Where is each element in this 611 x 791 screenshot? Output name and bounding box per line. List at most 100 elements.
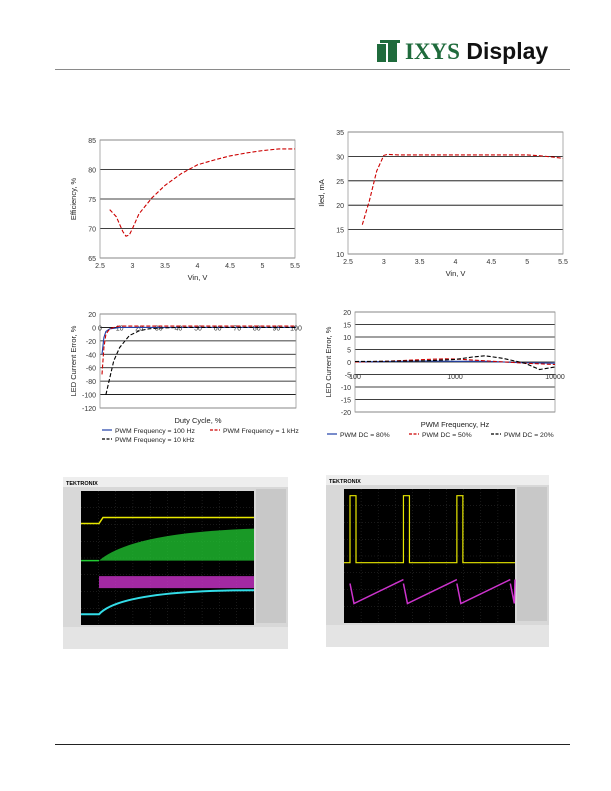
x-tick-label: 80 [253,325,261,332]
x-tick-label: 3.5 [415,259,425,266]
scope-trace [344,495,515,564]
x-tick-label: 70 [233,325,241,332]
legend-label: PWM DC = 50% [422,432,472,439]
scope-brand: TEKTRONIX [329,479,361,485]
scope-trace [99,576,254,589]
header-rule [55,69,570,70]
y-tick-label: -15 [341,398,351,405]
x-tick-label: 40 [175,325,183,332]
series-line [101,326,296,355]
legend-label: PWM Frequency = 100 Hz [115,428,195,435]
logo-brand: IXYS [405,39,460,64]
y-tick-label: 35 [336,130,344,137]
x-axis-label: PWM Frequency, Hz [421,420,490,429]
y-tick-label: 0 [92,325,96,332]
y-tick-label: 20 [336,203,344,210]
y-tick-label: 10 [336,252,344,259]
y-tick-label: -20 [86,339,96,346]
y-tick-label: 80 [88,168,96,175]
legend-label: PWM DC = 20% [504,432,554,439]
x-tick-label: 100 [349,374,361,381]
logo-product: Display [466,38,549,64]
series-line [101,325,296,375]
y-axis-label: Iled, mA [318,179,326,207]
efficiency-chart: 85 80 75 70 65 2.5 3 3.5 4 4.5 5 5.5 Vin, V Efficienc… [62,132,307,292]
duty-cycle-error-chart: 20 0 -20 -40 -60 -80 -100 -120 0 10 20 30 40 50 60 70 80… [60,306,305,456]
chart-svg: 35 30 25 20 15 102.5 3 3.5 4 4.5 5 5.5 Vin, V Iled, m… [318,130,568,278]
x-tick-label: 3 [382,259,386,266]
y-tick-label: -40 [86,352,96,359]
x-axis-label: Duty Cycle, % [174,416,221,425]
x-tick-label: 5.5 [290,263,300,270]
x-tick-label: 2.5 [343,259,353,266]
plot-frame [99,139,296,259]
company-logo: IXYS Display [377,38,569,68]
scope-trace [81,516,254,525]
legend-label: PWM DC = 80% [340,432,390,439]
y-tick-label: 20 [88,312,96,319]
scope-titlebar [326,475,549,485]
y-tick-label: 30 [336,154,344,161]
y-tick-label: 75 [88,197,96,204]
y-tick-label: 25 [336,179,344,186]
legend-label: PWM Frequency = 1 kHz [223,428,299,435]
scope-svg: TEKTRONIX [326,475,549,647]
scope-trace [81,589,255,616]
scope-svg: TEKTRONIX [63,477,288,649]
legend-label: PWM Frequency = 10 kHz [115,437,195,444]
x-tick-label: 1000 [447,374,463,381]
scope-titlebar [63,477,288,487]
oscilloscope-capture-pwm: TEKTRONIX [326,475,549,647]
chart-svg: 85 80 75 70 652.5 3 3.5 4 4.5 5 5.5 Vin, V Efficienc… [69,138,300,282]
x-tick-label: 2.5 [95,263,105,270]
y-tick-label: 70 [88,227,96,234]
led-current-chart: 35 30 25 20 15 10 2.5 3 3.5 4 4.5 5 5.5 Vin, V Iled, m… [318,126,568,292]
x-tick-label: 60 [214,325,222,332]
x-tick-label: 50 [194,325,202,332]
y-tick-label: 15 [336,228,344,235]
x-tick-label: 10 [116,325,124,332]
y-tick-label: 85 [88,138,96,145]
logo-mark-icon [377,40,400,62]
y-tick-label: -100 [82,393,96,400]
x-tick-label: 5.5 [558,259,568,266]
y-axis-label: LED Current Error, % [324,326,333,397]
y-tick-label: -10 [341,385,351,392]
footer-rule [55,744,570,745]
y-tick-label: 5 [347,348,351,355]
y-tick-label: 15 [343,323,351,330]
series-line [354,355,556,371]
y-tick-label: -60 [86,366,96,373]
y-tick-label: -5 [345,373,351,380]
series-line [361,153,564,225]
scope-readout-panel [63,627,288,649]
scope-sidebar [256,489,286,623]
x-tick-label: 100 [290,325,302,332]
y-tick-label: 10 [343,335,351,342]
plot-frame [99,313,297,409]
y-tick-label: -20 [341,410,351,417]
x-tick-label: 4.5 [225,263,235,270]
x-tick-label: 3.5 [160,263,170,270]
scope-readout-panel [326,625,549,647]
scope-sidebar [517,487,547,621]
y-tick-label: 0 [347,360,351,367]
series-line [105,326,296,395]
x-tick-label: 20 [135,325,143,332]
y-tick-label: 65 [88,256,96,263]
y-tick-label: -120 [82,406,96,413]
scope-trace [99,528,254,561]
scope-brand: TEKTRONIX [66,481,98,487]
series-line [109,148,295,237]
y-axis-label: LED Current Error, % [69,325,78,396]
x-axis-label: Vin, V [446,269,466,278]
plot-frame [347,131,564,255]
x-tick-label: 3 [131,263,135,270]
x-tick-label: 4 [454,259,458,266]
x-tick-label: 4.5 [486,259,496,266]
y-axis-label: Efficiency, % [69,178,78,221]
x-tick-label: 10000 [545,374,565,381]
x-tick-label: 5 [525,259,529,266]
y-tick-label: 20 [343,310,351,317]
